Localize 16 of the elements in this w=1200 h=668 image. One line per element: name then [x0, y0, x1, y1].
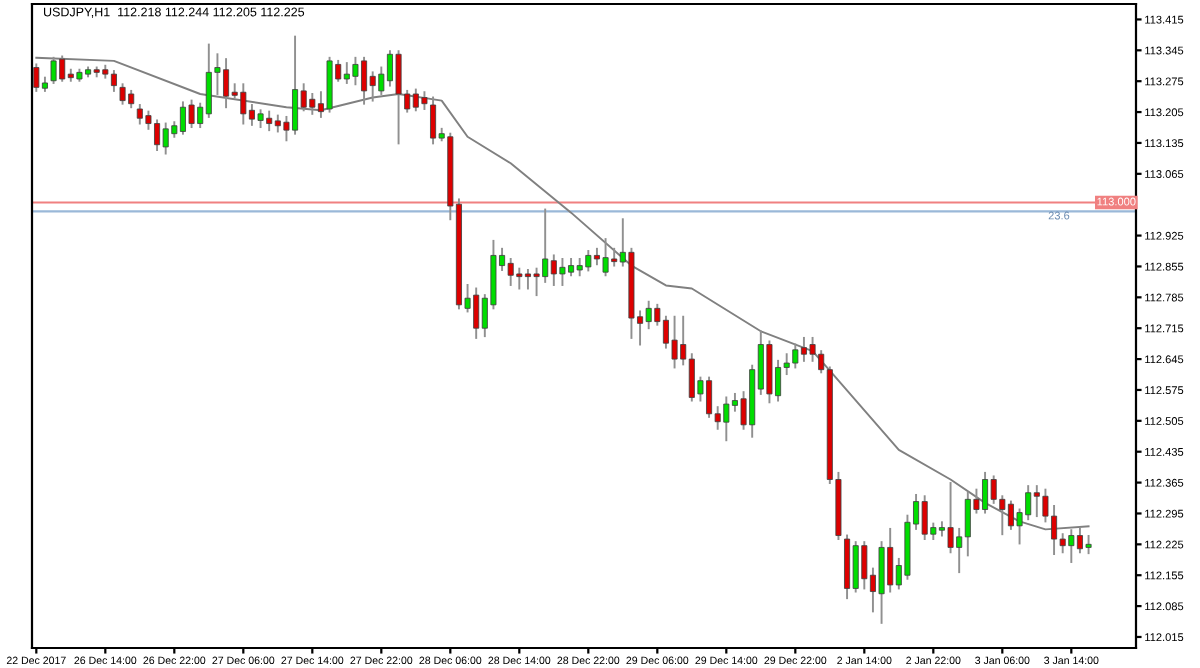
candlestick — [119, 83, 126, 105]
candlestick — [110, 70, 117, 92]
candlestick — [50, 56, 57, 84]
candlestick — [878, 541, 885, 624]
candlestick — [33, 63, 40, 92]
candlestick — [602, 238, 609, 277]
candlestick — [352, 56, 359, 86]
candlestick — [671, 315, 678, 369]
candlestick — [1085, 534, 1092, 555]
candlestick — [559, 257, 566, 286]
candlestick — [809, 336, 816, 362]
candlestick — [430, 96, 437, 145]
candlestick — [188, 99, 195, 129]
candlestick — [395, 50, 402, 145]
candlestick — [947, 482, 954, 554]
line-series — [35, 56, 1090, 531]
